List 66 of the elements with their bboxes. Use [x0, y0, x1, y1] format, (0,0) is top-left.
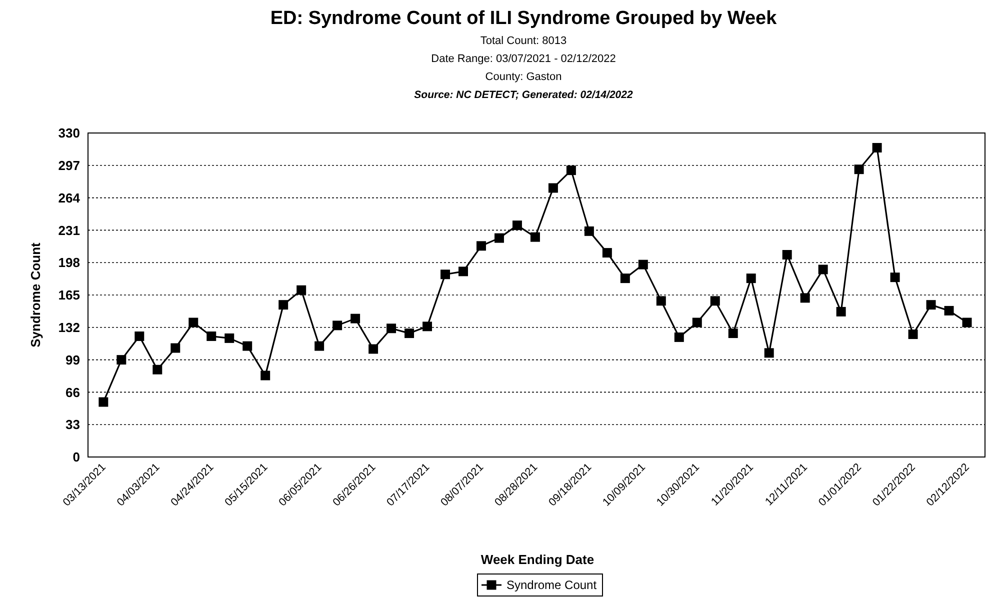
- point: [260, 370, 270, 380]
- point: [134, 331, 144, 341]
- y-tick-label: 264: [58, 190, 81, 206]
- y-tick-label: 231: [58, 222, 80, 238]
- point: [386, 324, 396, 334]
- point: [350, 314, 360, 324]
- point: [116, 355, 126, 365]
- point: [404, 328, 414, 338]
- point: [224, 333, 234, 343]
- x-axis-title: Week Ending Date: [480, 552, 594, 567]
- point: [170, 343, 180, 353]
- y-tick-label: 66: [66, 384, 80, 400]
- point: [206, 331, 216, 341]
- source-note: Source: NC DETECT; Generated: 02/14/2022: [414, 89, 633, 101]
- y-tick-label: 33: [66, 417, 80, 432]
- point: [728, 328, 738, 338]
- point: [278, 300, 288, 310]
- point: [602, 248, 612, 258]
- point: [458, 266, 468, 276]
- point: [494, 233, 504, 243]
- point: [746, 274, 756, 284]
- point: [152, 364, 162, 374]
- y-tick-label: 132: [58, 320, 80, 335]
- point: [620, 274, 630, 284]
- point: [548, 183, 558, 193]
- point: [368, 344, 378, 354]
- point: [440, 270, 450, 280]
- point: [854, 164, 864, 174]
- point: [476, 241, 486, 251]
- point: [962, 318, 972, 328]
- point: [926, 300, 936, 310]
- point: [656, 296, 666, 306]
- y-axis-title: Syndrome Count: [28, 242, 43, 348]
- point: [242, 341, 252, 351]
- point: [908, 330, 918, 340]
- chart-title: ED: Syndrome Count of ILI Syndrome Grouped by Week: [270, 8, 778, 29]
- point: [314, 341, 324, 351]
- point: [332, 320, 342, 330]
- point: [674, 332, 684, 342]
- point: [800, 293, 810, 303]
- point: [710, 296, 720, 306]
- legend-label: Syndrome Count: [506, 578, 598, 592]
- point: [764, 348, 774, 358]
- y-tick-label: 297: [58, 158, 80, 173]
- point: [296, 285, 306, 295]
- y-tick-label: 0: [72, 450, 80, 465]
- y-tick-label: 165: [58, 288, 80, 303]
- point: [188, 318, 198, 328]
- y-tick-label: 330: [58, 126, 80, 141]
- point: [530, 232, 540, 242]
- point: [584, 226, 594, 236]
- chart-subtitle: Total Count: 8013 Date Range: 03/07/2021 - 02/12/2022 County: Gaston: [431, 35, 616, 83]
- point: [638, 260, 648, 270]
- point: [98, 397, 108, 407]
- point: [782, 250, 792, 260]
- y-tick-label: 198: [58, 255, 80, 270]
- point: [890, 272, 900, 282]
- point: [944, 306, 954, 316]
- point: [872, 142, 882, 152]
- point: [836, 306, 846, 316]
- y-tick-label: 99: [66, 352, 80, 368]
- point: [818, 264, 828, 274]
- point: [566, 166, 576, 176]
- point: [692, 318, 702, 328]
- point: [512, 220, 522, 230]
- point: [422, 322, 432, 332]
